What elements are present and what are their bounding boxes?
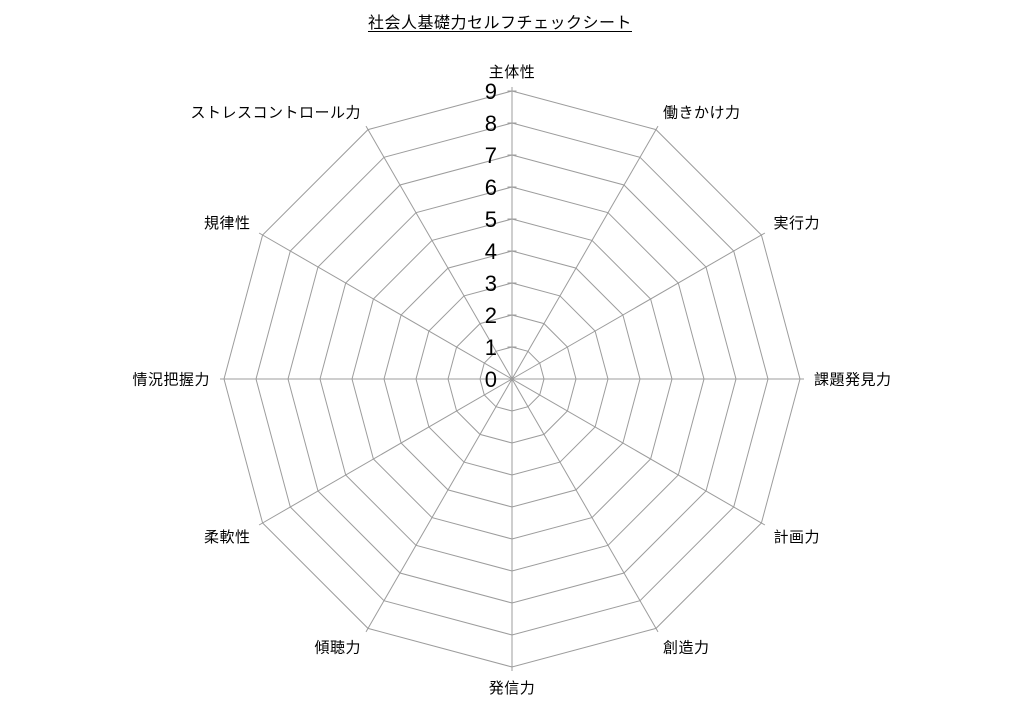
radar-spoke bbox=[511, 125, 659, 380]
category-label: 発信力 bbox=[489, 680, 536, 697]
category-label: 働きかけ力 bbox=[663, 105, 741, 122]
category-label: ストレスコントロール力 bbox=[190, 105, 361, 122]
category-label: 課題発見力 bbox=[814, 372, 892, 389]
radar-spoke bbox=[258, 232, 513, 380]
radial-tick-label: 3 bbox=[485, 271, 497, 296]
category-label: 規律性 bbox=[204, 215, 251, 232]
radial-tick-label: 9 bbox=[485, 79, 497, 104]
radar-spoke bbox=[365, 125, 513, 380]
category-label: 実行力 bbox=[774, 215, 821, 232]
category-label: 傾聴力 bbox=[314, 640, 361, 657]
chart-title: 社会人基礎力セルフチェックシート bbox=[367, 15, 632, 32]
category-label: 情況把握力 bbox=[132, 372, 210, 389]
radar-spoke bbox=[511, 378, 659, 633]
radial-tick-label: 2 bbox=[485, 303, 497, 328]
radar-spoke bbox=[365, 378, 513, 633]
chart-title-container: 社会人基礎力セルフチェックシート bbox=[0, 9, 1000, 33]
radial-tick-label: 1 bbox=[485, 335, 497, 360]
category-label: 計画力 bbox=[774, 529, 821, 546]
radial-tick-label: 8 bbox=[485, 111, 497, 136]
radar-spoke bbox=[258, 378, 513, 526]
radar-spoke bbox=[511, 232, 766, 380]
radar-spoke bbox=[511, 378, 766, 526]
category-label: 柔軟性 bbox=[204, 529, 251, 546]
radial-tick-label: 5 bbox=[485, 207, 497, 232]
radial-tick-label: 6 bbox=[485, 175, 497, 200]
category-label: 創造力 bbox=[663, 640, 710, 657]
category-label: 主体性 bbox=[489, 64, 536, 81]
radial-tick-label: 0 bbox=[485, 367, 497, 392]
radial-tick-label: 7 bbox=[485, 143, 497, 168]
radial-tick-label: 4 bbox=[485, 239, 497, 264]
